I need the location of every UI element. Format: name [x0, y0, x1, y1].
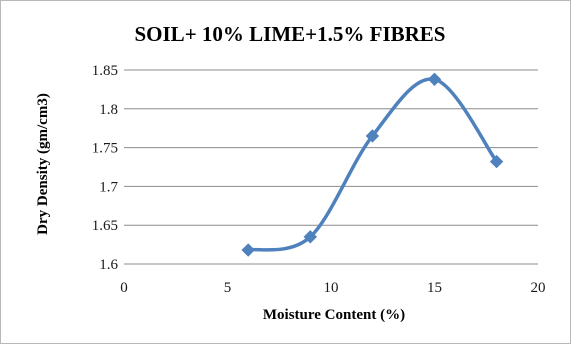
data-point-2	[365, 129, 380, 143]
y-axis-ticks: 1.6 1.65 1.7 1.75 1.8 1.85	[92, 63, 119, 273]
x-axis-label: Moisture Content (%)	[263, 307, 405, 323]
series-curve	[247, 77, 499, 252]
data-point-0	[241, 243, 255, 257]
data-point-4	[489, 154, 504, 169]
data-point-3	[427, 72, 442, 87]
y-tick-label-4: 1.8	[99, 102, 118, 118]
x-tick-label-1: 5	[224, 280, 232, 296]
x-tick-label-0: 0	[120, 280, 128, 296]
y-tick-label-5: 1.85	[92, 63, 118, 79]
data-point-1	[303, 230, 318, 244]
y-axis-label: Dry Density (gm/cm3)	[35, 93, 51, 235]
gridlines	[124, 69, 538, 265]
data-points	[241, 72, 504, 257]
x-tick-label-4: 20	[531, 280, 546, 296]
x-tick-label-3: 15	[427, 280, 442, 296]
chart-title: SOIL+ 10% LIME+1.5% FIBRES	[135, 22, 446, 46]
x-tick-label-2: 10	[324, 280, 339, 296]
y-tick-label-0: 1.6	[99, 257, 118, 273]
y-tick-label-2: 1.7	[99, 179, 118, 195]
x-axis-ticks: 0 5 10 15 20	[120, 280, 545, 296]
y-tick-label-1: 1.65	[92, 218, 118, 234]
y-tick-label-3: 1.75	[92, 141, 118, 157]
